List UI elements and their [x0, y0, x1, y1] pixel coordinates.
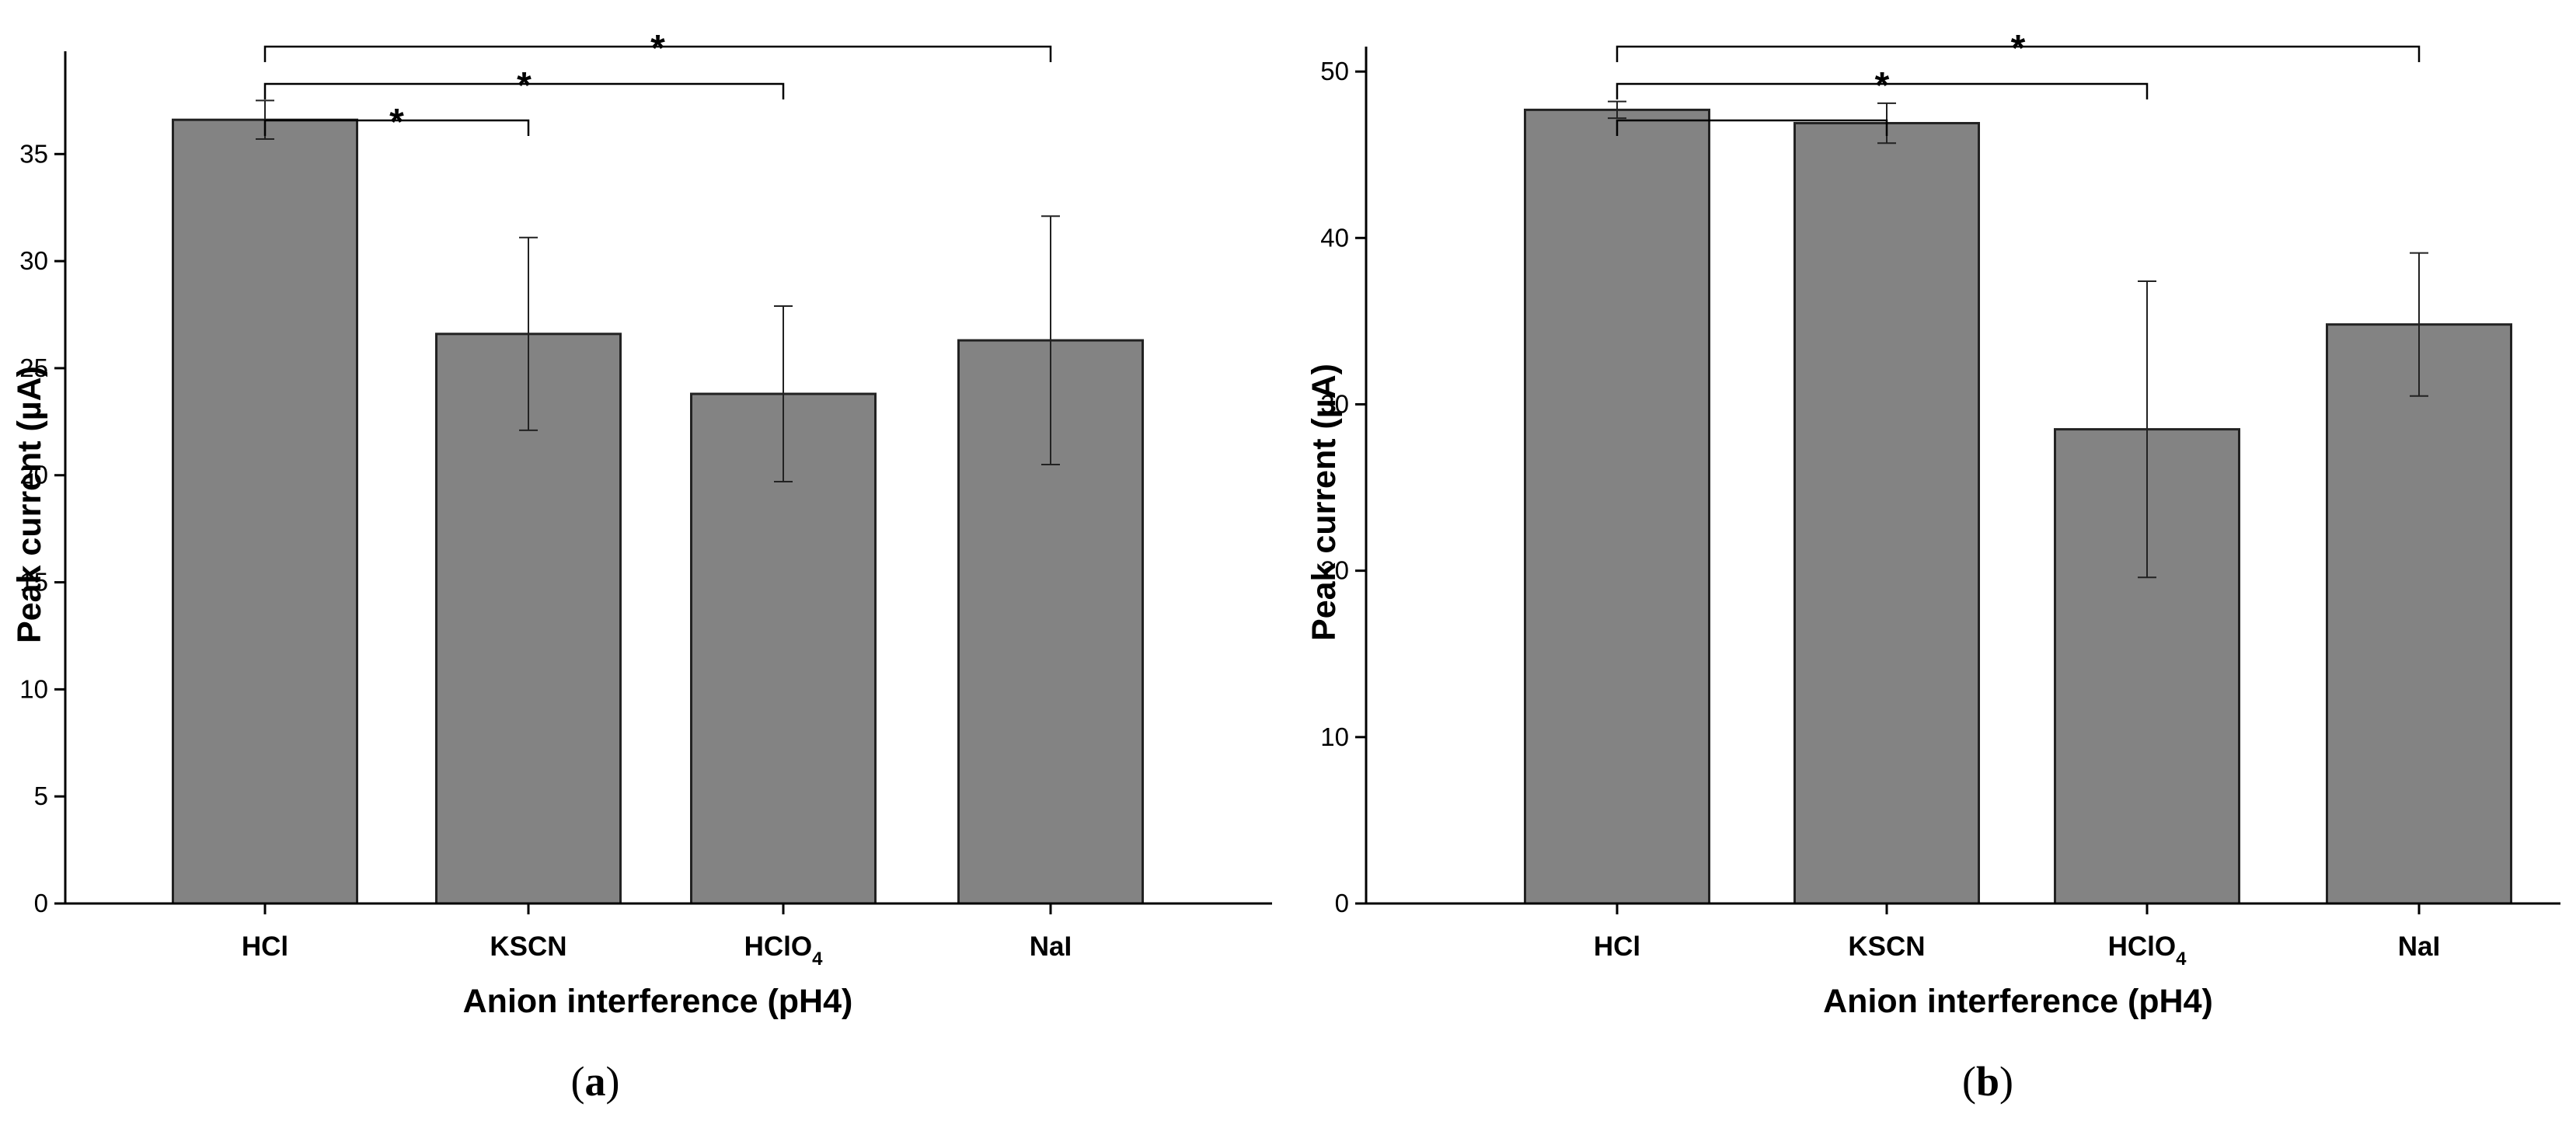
y-tick-label-a-7: 35	[19, 139, 48, 168]
y-tick-label-b-5: 50	[1320, 57, 1349, 85]
significance-bracket-a-1: *	[263, 65, 785, 106]
caption-a: (a)	[571, 1058, 620, 1105]
bar-b-3	[2326, 323, 2512, 905]
y-tick-label-a-0: 0	[34, 889, 48, 917]
x-axis-title-a: Anion interference (pH4)	[463, 983, 853, 1020]
y-axis-title-a: Peak current (µA)	[11, 366, 48, 643]
bar-b-0	[1524, 108, 1710, 905]
y-tick-label-b-4: 40	[1320, 223, 1349, 252]
x-tick-label-b-0: HCl	[1594, 931, 1640, 962]
error-bar-a-1	[519, 236, 538, 431]
x-tick-label-b-3: NaI	[2398, 931, 2440, 962]
caption-b: (b)	[1962, 1058, 2013, 1105]
significance-star-a-2: *	[650, 28, 665, 69]
y-tick-label-a-5: 25	[19, 353, 48, 382]
significance-star-a-0: *	[389, 102, 404, 143]
y-tick-label-a-1: 5	[34, 782, 48, 810]
bar-b-1	[1793, 122, 1980, 905]
significance-bracket-a-0: *	[263, 102, 530, 143]
y-tick-label-a-2: 10	[19, 674, 48, 703]
y-tick-label-b-2: 20	[1320, 556, 1349, 585]
y-axis-title-b: Peak current (µA)	[1305, 364, 1343, 641]
significance-bracket-b-1: *	[1616, 65, 2149, 106]
y-tick-label-a-4: 20	[19, 461, 48, 489]
y-tick-label-b-1: 10	[1320, 722, 1349, 751]
chart-panel-a: 0 5 10 15 20 25 30 35 HCl KSCN HClO4 NaI Anion inter…	[11, 28, 1272, 1105]
error-bar-a-3	[1041, 215, 1060, 465]
significance-star-b-2: *	[2011, 28, 2026, 69]
chart-b-svg: 0 10 20 30 40 50 HCl KSCN HClO4 NaI Anion interfer…	[1305, 28, 2560, 1105]
y-tick-label-a-6: 30	[19, 246, 48, 275]
y-tick-label-b-3: 30	[1320, 389, 1349, 418]
x-tick-label-a-3: NaI	[1030, 931, 1072, 962]
y-tick-label-b-0: 0	[1335, 889, 1349, 917]
y-tick-label-a-3: 15	[19, 568, 48, 597]
x-tick-label-a-0: HCl	[242, 931, 288, 962]
significance-star-a-1: *	[517, 65, 532, 106]
error-bar-b-2	[2138, 280, 2156, 579]
x-tick-label-b-2: HClO4	[2108, 931, 2187, 970]
error-bar-a-2	[774, 305, 793, 483]
bar-a-0	[172, 118, 358, 905]
significance-bracket-b-2: *	[1616, 28, 2421, 69]
x-tick-label-b-1: KSCN	[1848, 931, 1925, 962]
chart-a-svg: 0 5 10 15 20 25 30 35 HCl KSCN HClO4 NaI Anion inter…	[11, 28, 1272, 1105]
significance-star-b-1: *	[1875, 65, 1890, 106]
significance-bracket-a-2: *	[263, 28, 1052, 69]
x-axis-title-b: Anion interference (pH4)	[1823, 983, 2213, 1020]
x-tick-label-a-1: KSCN	[490, 931, 566, 962]
chart-panel-b: 0 10 20 30 40 50 HCl KSCN HClO4 NaI Anion interfer…	[1288, 0, 2576, 1121]
x-tick-label-a-2: HClO4	[744, 931, 824, 970]
error-bar-b-3	[2410, 252, 2428, 397]
significance-bracket-b-0	[1616, 119, 1888, 136]
error-bar-b-0	[1608, 100, 1626, 120]
